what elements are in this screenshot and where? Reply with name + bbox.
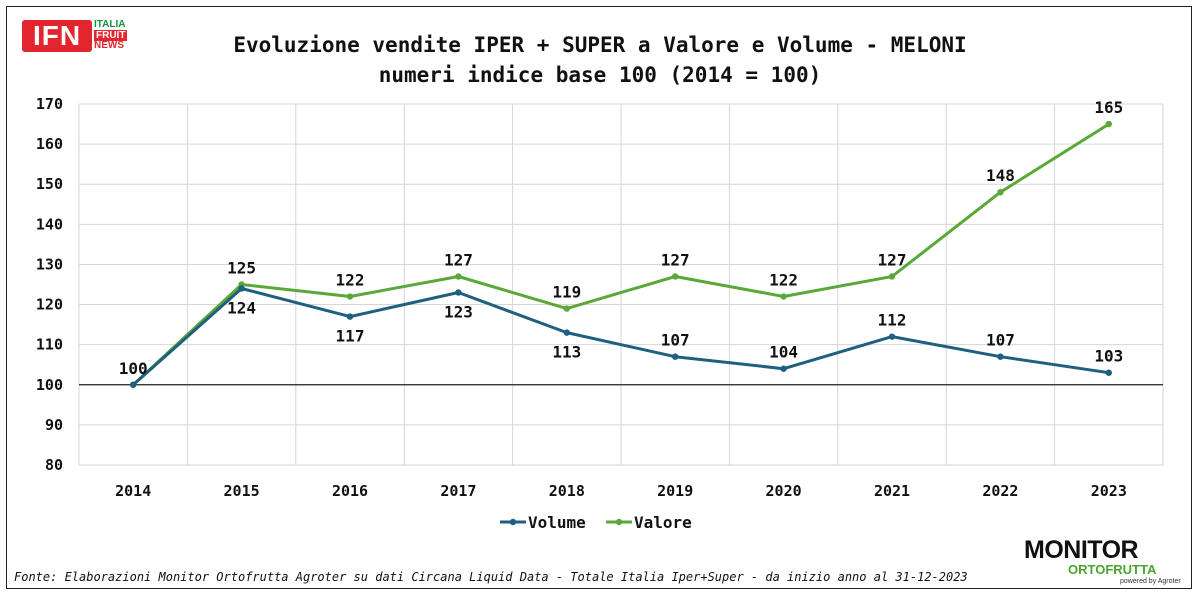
data-point-valore [563,305,570,312]
x-tick-label: 2016 [332,482,368,500]
ifn-logo-words: ITALIA FRUIT NEWS [94,19,128,52]
y-tick-label: 110 [36,336,63,354]
y-tick-label: 80 [45,456,63,474]
y-tick-label: 90 [45,416,63,434]
legend-marker-volume [509,518,517,526]
data-label-valore: 127 [661,250,690,269]
data-label-volume: 107 [661,331,690,350]
monitor-logo-word: MONITOR [1024,536,1139,564]
data-point-volume [888,333,896,340]
data-point-volume [997,353,1004,360]
chart-frame [6,6,1192,589]
data-label-volume: 112 [878,311,907,330]
data-label-valore: 165 [1094,98,1123,117]
data-label-volume: 113 [552,343,581,362]
chart-title-line1: Evoluzione vendite IPER + SUPER a Valore… [233,33,967,57]
data-label-valore: 127 [444,250,473,269]
y-tick-label: 130 [36,255,63,273]
series-layer [130,120,1113,388]
data-point-volume [238,285,245,292]
data-point-volume [455,289,462,296]
data-label-volume: 107 [986,331,1015,350]
legend-marker-valore [615,518,623,526]
data-point-volume [563,329,570,336]
ifn-logo-word-italia: ITALIA [94,19,126,30]
data-point-volume [672,353,679,360]
agroter-tagline: powered by Agroter [1120,578,1181,585]
data-point-valore [997,189,1004,196]
monitor-ortofrutta-logo: MONITOR ORTOFRUTTA powered by Agroter [1024,536,1184,588]
data-label-volume: 123 [444,303,473,322]
data-label-valore: 125 [227,259,256,278]
data-point-volume [780,365,787,372]
x-tick-label: 2018 [549,482,585,500]
y-tick-label: 140 [36,215,63,233]
x-tick-label: 2022 [982,482,1018,500]
data-point-valore [455,273,462,280]
series-line-volume [132,287,1110,386]
x-tick-label: 2014 [115,482,151,500]
ifn-logo-word-fruit: FRUIT [94,29,128,41]
data-point-valore [672,273,679,280]
y-tick-label: 170 [36,95,63,113]
data-label-valore: 119 [552,283,581,302]
ortofrutta-logo-word: ORTOFRUTTA [1068,562,1157,577]
y-tick-label: 120 [36,296,63,314]
series-line-valore [132,122,1110,386]
x-tick-label: 2021 [874,482,910,500]
data-label-valore: 127 [878,250,907,269]
label-layer: 100 125 124 122 117 127 123 119 113 127 107 122 104 1… [119,98,1124,378]
data-label-volume: 100 [119,359,148,378]
data-point-volume [130,381,137,388]
legend-layer: Volume Valore [500,513,692,532]
data-point-valore [780,293,787,300]
data-label-volume: 117 [336,327,365,346]
source-note: Fonte: Elaborazioni Monitor Ortofrutta A… [14,570,968,584]
data-point-valore [346,293,354,300]
legend-label-volume: Volume [528,513,586,532]
data-point-volume [346,313,354,320]
y-tick-label: 160 [36,135,63,153]
data-point-valore [888,273,896,280]
data-label-valore: 122 [769,271,798,290]
data-point-volume [1105,369,1113,376]
x-tick-label: 2023 [1091,482,1127,500]
ifn-logo-word-news: NEWS [94,40,124,51]
y-tick-label: 150 [36,175,63,193]
data-label-valore: 122 [336,271,365,290]
x-tick-label: 2020 [766,482,802,500]
ifn-logo: IFN ITALIA FRUIT NEWS [22,19,146,54]
data-label-volume: 104 [769,343,798,362]
data-label-volume: 124 [227,299,256,318]
data-label-volume: 103 [1094,347,1123,366]
chart-title-line2: numeri indice base 100 (2014 = 100) [378,63,822,87]
x-tick-label: 2019 [657,482,693,500]
x-tick-label: 2017 [440,482,476,500]
chart-title: Evoluzione vendite IPER + SUPER a Valore… [0,30,1200,90]
y-tick-label: 100 [36,376,63,394]
data-label-valore: 148 [986,166,1015,185]
legend-label-valore: Valore [634,513,692,532]
data-point-valore [1105,120,1113,128]
axis-layer: 80 90 100 110 120 130 140 150 160 170 2014 2015 2016… [36,95,1163,500]
x-tick-label: 2015 [224,482,260,500]
ifn-logo-mark: IFN [22,20,92,52]
